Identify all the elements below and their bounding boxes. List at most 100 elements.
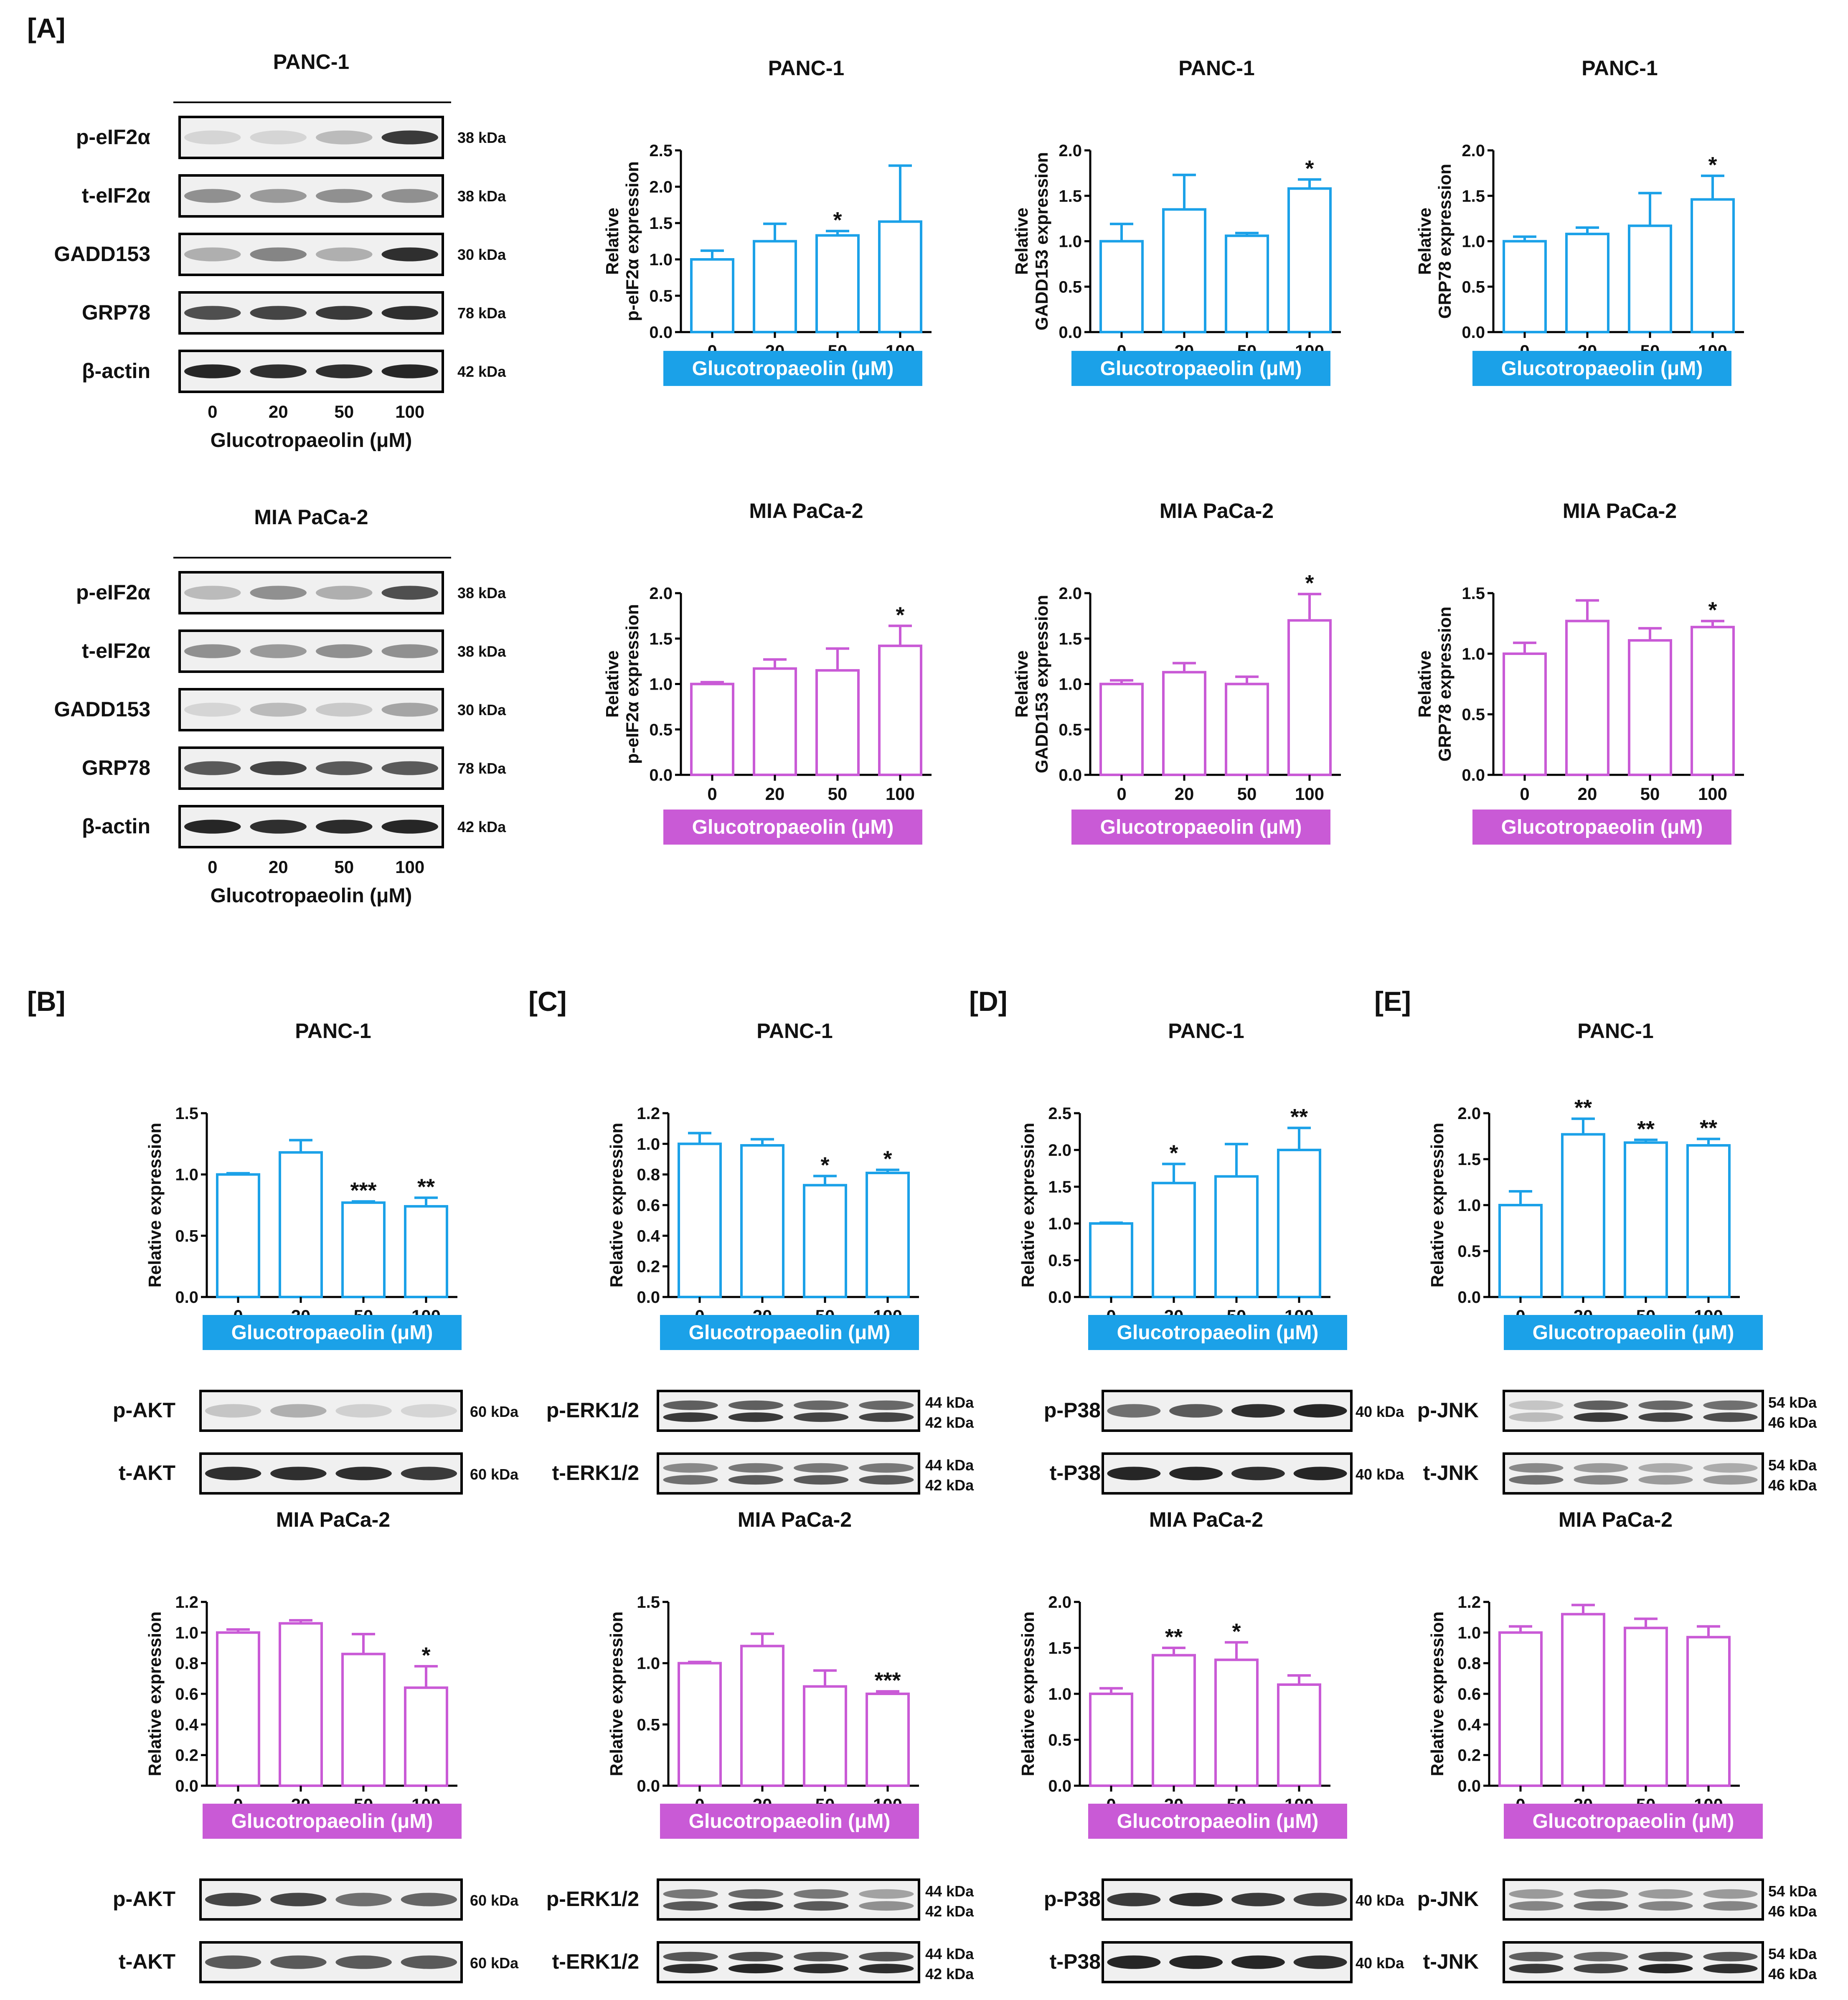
band bbox=[1231, 1404, 1285, 1418]
bar bbox=[690, 683, 734, 776]
y-tick-label: 1.0 bbox=[1059, 675, 1082, 694]
x-axis-label: Glucotropaeolin (μM) bbox=[1501, 816, 1703, 838]
band bbox=[250, 247, 307, 261]
y-tick-label: 0.2 bbox=[1457, 1746, 1481, 1765]
blot-row-label: t-JNK bbox=[1423, 1461, 1479, 1485]
y-axis-label: GADD153 expression bbox=[1032, 595, 1051, 773]
y-tick-label: 0.0 bbox=[1462, 323, 1485, 342]
band bbox=[728, 1412, 783, 1422]
band bbox=[316, 586, 373, 600]
band bbox=[1574, 1901, 1628, 1911]
band bbox=[1574, 1889, 1628, 1899]
y-tick-label: 1.5 bbox=[1462, 187, 1485, 206]
band bbox=[401, 1467, 457, 1480]
x-axis-banner bbox=[1088, 1804, 1347, 1839]
y-tick-label: 2.0 bbox=[1059, 584, 1082, 603]
molecular-weight: 42 kDa bbox=[457, 363, 506, 380]
x-tick-label: 0 bbox=[1520, 784, 1529, 804]
x-axis-label: Glucotropaeolin (μM) bbox=[1117, 1322, 1319, 1344]
western-blot-strip: p-P38 40 kDa bbox=[1044, 1390, 1404, 1432]
blot-row-label: p-ERK1/2 bbox=[546, 1398, 639, 1422]
x-axis-banner bbox=[1504, 1804, 1763, 1839]
band bbox=[381, 820, 438, 834]
x-axis-banner bbox=[660, 1315, 919, 1350]
blot-strip bbox=[657, 1941, 920, 1983]
significance-mark: * bbox=[1305, 571, 1314, 596]
band bbox=[663, 1400, 718, 1410]
y-axis-label: Relative expression bbox=[607, 1612, 626, 1777]
molecular-weight: 40 kDa bbox=[1356, 1466, 1404, 1483]
chart-title: PANC-1 bbox=[756, 1019, 833, 1043]
band bbox=[1638, 1901, 1693, 1911]
y-tick-label: 2.0 bbox=[649, 178, 673, 196]
y-axis-label: Relative expression bbox=[1427, 1123, 1447, 1288]
bar-chart: PANC-1 0.0 0.5 1.0 1.5 2.0 2.5 Relative express… bbox=[1018, 1019, 1347, 1350]
bar bbox=[1686, 1144, 1731, 1298]
x-axis-banner bbox=[1472, 351, 1731, 386]
y-tick-label: 1.5 bbox=[1462, 584, 1485, 603]
blot-row-label: t-ERK1/2 bbox=[552, 1950, 639, 1973]
y-tick-label: 0.5 bbox=[1048, 1731, 1071, 1749]
bar bbox=[1214, 1658, 1259, 1787]
band bbox=[728, 1901, 783, 1911]
band bbox=[1574, 1952, 1628, 1962]
panel-label: [A] bbox=[27, 13, 66, 43]
molecular-weight: 42 kDa bbox=[925, 1477, 974, 1494]
blot-lane-label: 0 bbox=[208, 857, 217, 877]
band bbox=[335, 1955, 392, 1969]
bar bbox=[815, 234, 860, 334]
band bbox=[1169, 1404, 1223, 1418]
bar bbox=[815, 669, 860, 776]
significance-mark: *** bbox=[874, 1668, 901, 1693]
chart-title: MIA PaCa-2 bbox=[276, 1508, 390, 1531]
y-tick-label: 0.5 bbox=[1457, 1242, 1481, 1261]
y-tick-label: 2.0 bbox=[1048, 1593, 1071, 1612]
x-axis-label: Glucotropaeolin (μM) bbox=[692, 358, 894, 380]
western-blot-strip: p-P38 40 kDa bbox=[1044, 1878, 1404, 1921]
blot-strip bbox=[1503, 1452, 1764, 1495]
bar bbox=[1089, 1693, 1133, 1787]
blot-row-label: β-actin bbox=[82, 815, 150, 838]
molecular-weight: 46 kDa bbox=[1768, 1965, 1817, 1982]
band bbox=[184, 189, 241, 203]
blot-row-label: p-eIF2α bbox=[76, 125, 150, 149]
y-tick-label: 0.5 bbox=[649, 721, 673, 739]
y-axis-label: Relative bbox=[1415, 208, 1434, 275]
panel-label: [D] bbox=[969, 986, 1008, 1017]
blot-row-label: GADD153 bbox=[54, 242, 150, 266]
band bbox=[335, 1467, 392, 1480]
band bbox=[1509, 1475, 1564, 1485]
western-blot-strip: p-ERK1/2 44 kDa 42 kDa bbox=[546, 1878, 974, 1921]
band bbox=[316, 703, 373, 717]
chart-title: MIA PaCa-2 bbox=[1559, 1508, 1673, 1531]
band bbox=[663, 1901, 718, 1911]
molecular-weight: 40 kDa bbox=[1356, 1954, 1404, 1972]
chart-title: MIA PaCa-2 bbox=[1563, 499, 1677, 523]
blot-row-label: t-P38 bbox=[1050, 1950, 1101, 1973]
band bbox=[1107, 1955, 1161, 1969]
bar bbox=[866, 1172, 910, 1298]
band bbox=[1703, 1901, 1758, 1911]
band bbox=[381, 703, 438, 717]
bar bbox=[1287, 187, 1332, 333]
band bbox=[794, 1400, 849, 1410]
blot-title: MIA PaCa-2 bbox=[254, 505, 368, 529]
y-tick-label: 2.5 bbox=[1048, 1104, 1071, 1123]
y-tick-label: 0.0 bbox=[649, 766, 673, 784]
y-tick-label: 1.0 bbox=[175, 1166, 198, 1184]
band bbox=[184, 247, 241, 261]
y-tick-label: 0.2 bbox=[637, 1258, 660, 1276]
y-tick-label: 1.0 bbox=[1457, 1196, 1481, 1215]
band bbox=[1293, 1955, 1347, 1969]
y-tick-label: 0.0 bbox=[1059, 766, 1082, 784]
bar-chart: MIA PaCa-2 0.0 0.5 1.0 1.5 2.0 Relative GADD153… bbox=[1012, 499, 1341, 845]
y-tick-label: 0.0 bbox=[1059, 323, 1082, 342]
band bbox=[663, 1964, 718, 1974]
x-tick-label: 20 bbox=[1175, 784, 1194, 804]
panel-label: [B] bbox=[27, 986, 66, 1017]
band bbox=[663, 1889, 718, 1899]
band bbox=[205, 1467, 261, 1480]
band bbox=[401, 1955, 457, 1969]
